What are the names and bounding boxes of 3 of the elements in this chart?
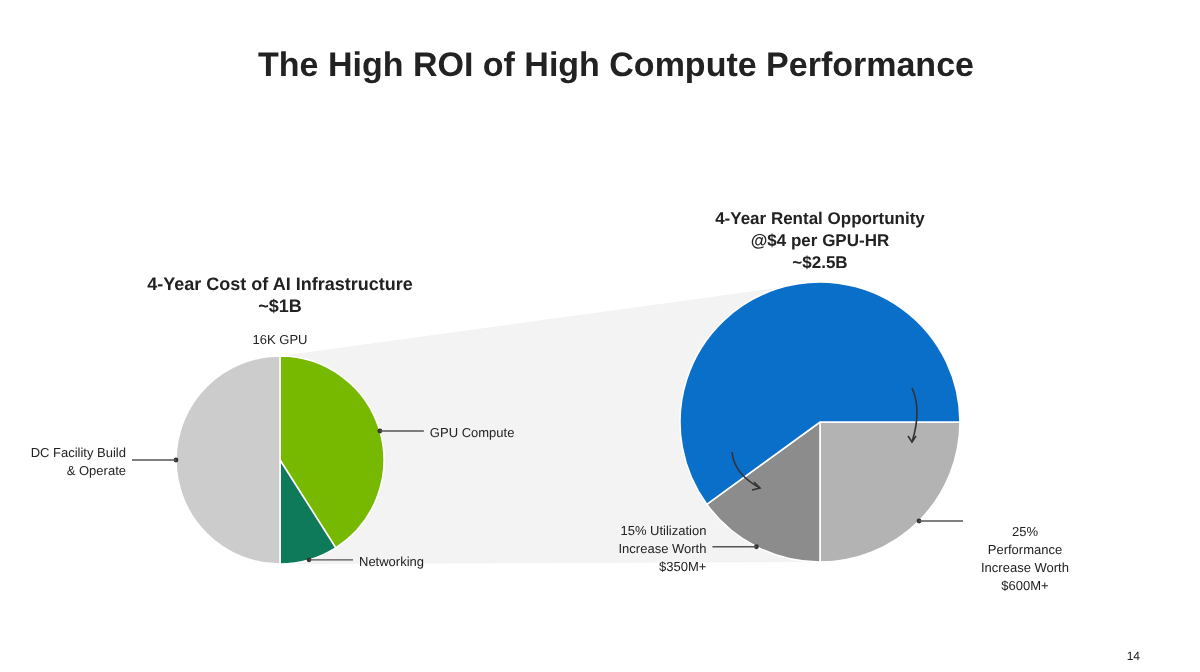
chart-subtitle: 4-Year Cost of AI Infrastructure ~$1B bbox=[147, 274, 413, 316]
chart-title: 4-Year Rental Opportunity @$4 per GPU-HR ~$2.5B bbox=[715, 208, 926, 272]
text: The High ROI of High Compute Performance bbox=[258, 46, 974, 84]
